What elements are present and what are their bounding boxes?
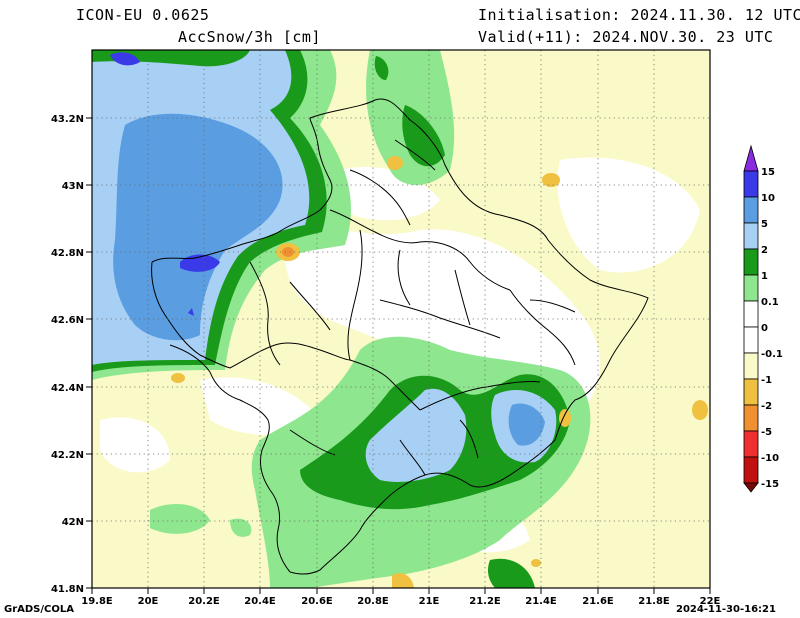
x-axis-labels: 19.8E 20E 20.2E 20.4E 20.6E 20.8E 21E 21…	[81, 596, 720, 607]
field-melt-spot-6	[692, 400, 708, 420]
axis-ticks	[86, 117, 711, 594]
field-snow-10-15-dot	[188, 308, 194, 316]
colorbar-cell-0-0.1	[743, 300, 759, 328]
field-snow-low-sw	[150, 504, 210, 534]
model-title: ICON-EU 0.0625	[76, 6, 210, 24]
field-zero-4	[200, 377, 320, 435]
colorbar-label: -15	[761, 479, 779, 490]
colorbar-cell-m1-m0.1	[743, 352, 759, 380]
colorbar-label: 5	[761, 219, 768, 230]
colorbar-cell-m15-m10	[743, 456, 759, 484]
colorbar-cell-5-10	[743, 196, 759, 224]
render-timestamp: 2024-11-30-16:21	[676, 604, 776, 615]
admin-borders	[151, 98, 649, 575]
colorbar-label: 0.1	[761, 297, 779, 308]
y-axis-labels: 41.8N 42N 42.2N 42.4N 42.6N 42.8N 43N 43…	[51, 114, 84, 595]
y-tick-label: 42.8N	[51, 248, 84, 259]
colorbar-bottom-arrow	[743, 482, 759, 493]
software-credit: GrADS/COLA	[4, 604, 74, 615]
x-tick-label: 21.8E	[638, 596, 670, 607]
y-tick-label: 42.2N	[51, 450, 84, 461]
field-melt-spot-1-core	[282, 247, 294, 257]
field-zero-1	[285, 220, 600, 406]
y-tick-label: 42.4N	[51, 383, 84, 394]
colorbar-cell-m2-m1	[743, 378, 759, 406]
field-melt-spot-3	[542, 173, 560, 187]
colorbar-labels: 15 10 5 2 1 0.1 0 -0.1 -1 -2 -5 -10 -15	[761, 167, 783, 490]
y-tick-label: 43N	[62, 181, 84, 192]
x-tick-label: 20.2E	[188, 596, 220, 607]
x-tick-label: 21E	[419, 596, 440, 607]
field-snow-1-2-se	[487, 558, 535, 588]
x-tick-label: 21.2E	[469, 596, 501, 607]
field-melt-spot-5	[559, 409, 571, 427]
colorbar-cell-2-5	[743, 222, 759, 250]
colorbar-cell-10-15	[743, 170, 759, 198]
colorbar-label: -5	[761, 427, 772, 438]
x-tick-label: 20E	[138, 596, 159, 607]
colorbar-label: -10	[761, 453, 779, 464]
field-zero-6	[100, 417, 170, 473]
colorbar-label: 2	[761, 245, 768, 256]
field-snow-5-10-south	[508, 403, 545, 446]
field-snow-nw-corner	[110, 52, 140, 66]
initialisation-time: Initialisation: 2024.11.30. 12 UTC	[478, 6, 800, 24]
colorbar-cell-1-2	[743, 248, 759, 276]
y-tick-label: 42N	[62, 517, 84, 528]
colorbar-top-arrow	[743, 144, 759, 172]
field-melt-bottom	[392, 573, 414, 588]
map-plot-area	[92, 50, 710, 588]
parameter-title: AccSnow/3h [cm]	[178, 28, 321, 46]
x-tick-label: 20.4E	[244, 596, 276, 607]
y-tick-label: 41.8N	[51, 584, 84, 595]
colorbar-label: -1	[761, 375, 772, 386]
colorbar-cell-m5-m2	[743, 404, 759, 432]
y-tick-label: 43.2N	[51, 114, 84, 125]
y-tick-label: 42.6N	[51, 315, 84, 326]
field-snow-1-2-n	[402, 105, 445, 167]
field-snow-low-sw2	[230, 518, 252, 537]
x-tick-label: 20.6E	[301, 596, 333, 607]
x-tick-label: 22E	[700, 596, 721, 607]
colorbar-label: 1	[761, 271, 768, 282]
colorbar-cell-0.1-1	[743, 274, 759, 302]
field-snow-5-10-nw	[113, 113, 283, 341]
field-melt-spot-7	[531, 559, 541, 567]
x-tick-label: 20.8E	[357, 596, 389, 607]
field-snow-2-5-south-1	[365, 388, 467, 482]
colorbar-label: -2	[761, 401, 772, 412]
x-tick-label: 21.6E	[582, 596, 614, 607]
colorbar-cell-m0.1-0	[743, 326, 759, 354]
field-melt-spot-2	[387, 156, 403, 170]
field-snow-nw-strip	[92, 50, 250, 67]
x-tick-label: 19.8E	[81, 596, 113, 607]
field-zero-3	[557, 157, 700, 273]
gridlines	[92, 50, 710, 588]
field-snow-1-2-n2	[374, 56, 389, 80]
x-tick-label: 21.4E	[525, 596, 557, 607]
colorbar-label: 15	[761, 167, 775, 178]
colorbar-label: -0.1	[761, 349, 783, 360]
colorbar-label: 10	[761, 193, 775, 204]
valid-time: Valid(+11): 2024.NOV.30. 23 UTC	[478, 28, 774, 46]
colorbar-label: 0	[761, 323, 768, 334]
field-melt-spot-4	[171, 373, 185, 383]
colorbar-cell-m10-m5	[743, 430, 759, 458]
colorbar	[743, 144, 759, 493]
